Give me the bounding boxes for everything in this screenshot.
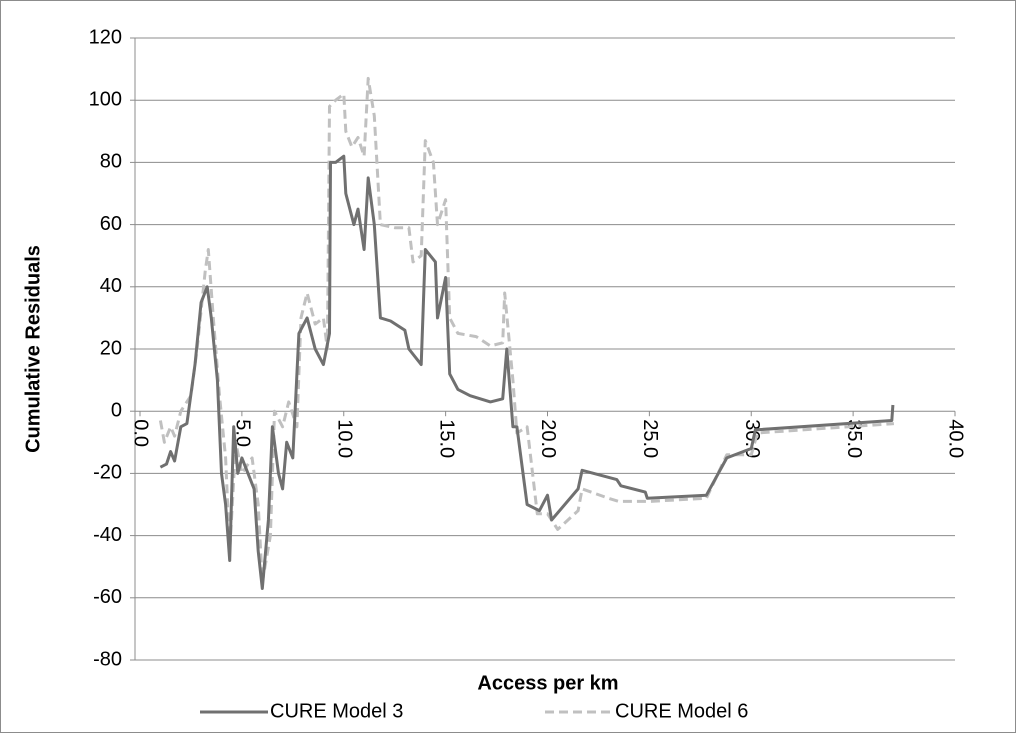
y-tick-label: -80 [93,648,122,670]
series-line [158,76,895,584]
x-tick-label: 10.0 [333,419,355,458]
series-line [159,154,895,590]
y-tick-label: 80 [100,151,122,173]
x-tick-label: 5.0 [232,419,254,447]
y-tick-label: 40 [100,275,122,297]
y-tick-label: 100 [89,88,122,110]
x-tick-label: 35.0 [843,419,865,458]
y-tick-label: 20 [100,337,122,359]
x-tick-label: 0.0 [130,419,152,447]
x-tick-label: 15.0 [435,419,457,458]
y-tick-label: -40 [93,524,122,546]
y-tick-label: -20 [93,462,122,484]
y-tick-label: 60 [100,213,122,235]
legend-label: CURE Model 3 [270,700,403,722]
y-tick-label: 0 [111,399,122,421]
legend-label: CURE Model 6 [615,700,748,722]
x-axis-title: Access per km [477,672,618,694]
x-tick-label: 25.0 [639,419,661,458]
x-tick-label: 40.0 [945,419,967,458]
y-tick-label: 120 [89,26,122,48]
x-tick-label: 20.0 [537,419,559,458]
y-axis-title: Cumulative Residuals [22,245,44,453]
y-tick-label: -60 [93,586,122,608]
